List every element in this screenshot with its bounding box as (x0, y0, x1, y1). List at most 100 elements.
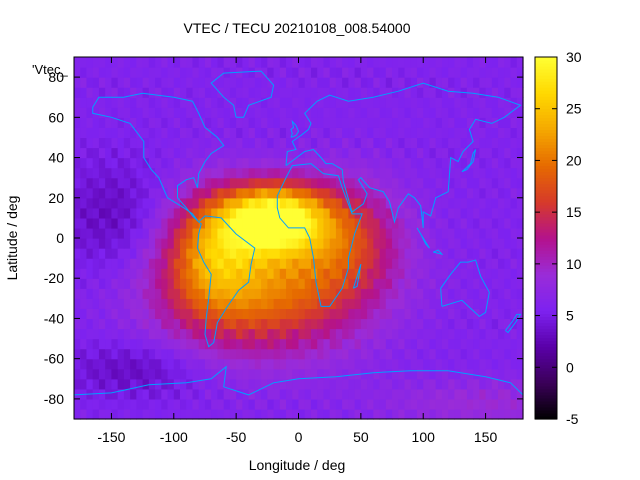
heatmap-cell (98, 268, 106, 279)
y-tick-label: 20 (48, 190, 64, 206)
heatmap-cell (248, 328, 256, 340)
heatmap-cell (167, 268, 175, 279)
heatmap-cell (279, 97, 287, 108)
heatmap-cell (298, 368, 306, 380)
heatmap-cell (335, 388, 343, 400)
heatmap-cell (242, 187, 250, 199)
heatmap-cell (229, 398, 237, 410)
heatmap-cell (435, 368, 443, 380)
heatmap-cell (261, 197, 268, 209)
heatmap-cell (155, 127, 162, 139)
heatmap-cell (360, 338, 368, 350)
heatmap-cell (180, 177, 187, 189)
heatmap-cell (304, 57, 312, 68)
heatmap-cell (223, 268, 231, 279)
heatmap-cell (348, 57, 356, 68)
heatmap-cell (80, 368, 88, 380)
heatmap-cell (310, 147, 318, 159)
heatmap-cell (186, 147, 194, 159)
heatmap-cell (173, 207, 181, 219)
heatmap-cell (254, 348, 262, 360)
heatmap-cell (504, 238, 512, 249)
heatmap-cell (192, 258, 200, 269)
heatmap-cell (142, 388, 150, 400)
heatmap-cell (323, 127, 331, 139)
heatmap-cell (354, 77, 362, 88)
colorbar-segment (535, 156, 557, 161)
heatmap-cell (86, 258, 94, 269)
heatmap-cell (136, 137, 144, 149)
heatmap-cell (510, 368, 518, 380)
heatmap-cell (385, 298, 393, 309)
heatmap-cell (254, 278, 262, 289)
heatmap-cell (136, 328, 144, 340)
heatmap-cell (491, 238, 499, 249)
heatmap-cell (441, 268, 449, 279)
heatmap-cell (323, 57, 331, 68)
heatmap-cell (248, 117, 256, 128)
heatmap-cell (105, 177, 113, 189)
heatmap-cell (180, 348, 187, 360)
heatmap-cell (317, 107, 325, 118)
heatmap-cell (192, 157, 200, 169)
heatmap-cell (186, 318, 194, 330)
heatmap-cell (398, 87, 406, 98)
heatmap-cell (123, 167, 131, 179)
heatmap-cell (86, 408, 94, 420)
heatmap-cell (292, 77, 300, 88)
heatmap-cell (161, 147, 169, 159)
heatmap-cell (186, 358, 194, 370)
heatmap-cell (354, 388, 362, 400)
colorbar-segment (535, 219, 557, 224)
heatmap-cell (385, 288, 393, 299)
heatmap-cell (335, 117, 343, 128)
heatmap-cell (186, 378, 194, 390)
heatmap-cell (392, 288, 399, 299)
heatmap-cell (485, 298, 493, 309)
heatmap-cell (267, 177, 275, 189)
heatmap-cell (198, 248, 206, 259)
heatmap-cell (273, 207, 281, 219)
heatmap-cell (117, 298, 125, 309)
heatmap-cell (373, 177, 381, 189)
heatmap-cell (217, 147, 225, 159)
colorbar-segment (535, 319, 557, 324)
heatmap-cell (466, 308, 474, 320)
heatmap-cell (148, 227, 156, 239)
colorbar-segment (535, 222, 557, 227)
heatmap-cell (373, 338, 381, 350)
heatmap-cell (373, 348, 381, 360)
heatmap-cell (429, 268, 437, 279)
heatmap-cell (148, 147, 156, 159)
heatmap-cell (98, 147, 106, 159)
heatmap-cell (279, 348, 287, 360)
heatmap-cell (211, 268, 219, 279)
heatmap-cell (304, 248, 312, 259)
heatmap-cell (198, 358, 206, 370)
heatmap-cell (435, 227, 443, 239)
heatmap-cell (429, 117, 437, 128)
heatmap-cell (367, 77, 374, 88)
heatmap-cell (342, 137, 349, 149)
colorbar-segment (535, 310, 557, 315)
heatmap-cell (242, 137, 250, 149)
heatmap-cell (348, 197, 356, 209)
heatmap-cell (86, 368, 94, 380)
heatmap-cell (485, 398, 493, 410)
heatmap-cell (423, 348, 431, 360)
heatmap-cell (80, 67, 88, 78)
heatmap-cell (192, 87, 200, 98)
heatmap-cell (242, 77, 250, 88)
heatmap-cell (167, 187, 175, 199)
heatmap-cell (373, 388, 381, 400)
heatmap-cell (435, 308, 443, 320)
heatmap-cell (130, 248, 137, 259)
heatmap-cell (304, 378, 312, 390)
heatmap-cell (130, 258, 137, 269)
heatmap-cell (211, 248, 219, 259)
heatmap-cell (466, 107, 474, 118)
heatmap-cell (254, 107, 262, 118)
heatmap-cell (204, 358, 212, 370)
heatmap-cell (80, 248, 88, 259)
heatmap-cell (111, 368, 119, 380)
